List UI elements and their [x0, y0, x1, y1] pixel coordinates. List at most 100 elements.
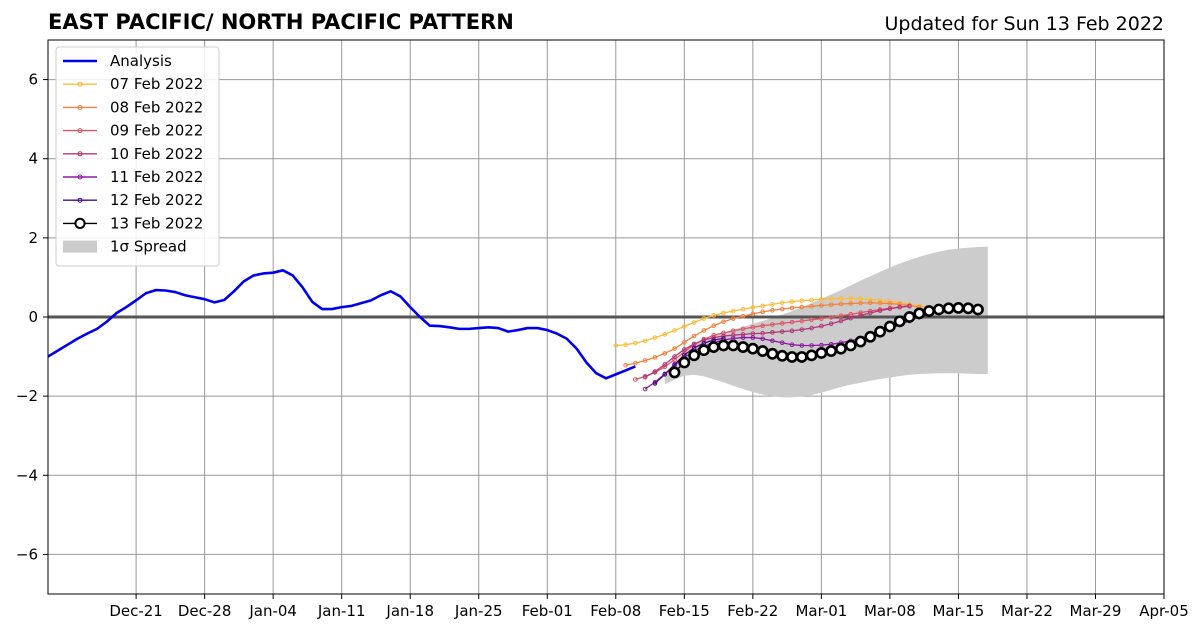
x-tick-label: Jan-25 [454, 602, 503, 620]
forecast-point [652, 369, 658, 374]
forecast-point [907, 303, 912, 309]
forecast-13-point [668, 366, 681, 379]
forecast-point [750, 324, 756, 330]
legend-label: 11 Feb 2022 [110, 168, 203, 186]
forecast-point [760, 330, 765, 336]
forecast-point [819, 303, 824, 308]
x-tick-label: Mar-15 [932, 602, 984, 620]
forecast-13-point [825, 345, 838, 357]
x-tick-label: Mar-08 [864, 602, 916, 620]
forecast-point [652, 381, 658, 386]
forecast-13-point [737, 341, 749, 353]
forecast-point [760, 336, 765, 342]
forecast-13-point [805, 349, 818, 362]
forecast-point [838, 301, 844, 307]
forecast-point [877, 300, 883, 306]
legend: Analysis 07 Feb 2022 08 Feb 2022 09 Feb 202… [55, 46, 220, 267]
forecast-point [848, 315, 854, 321]
forecast-point [838, 296, 844, 301]
spread-area [664, 246, 988, 398]
forecast-13-point [864, 330, 877, 343]
forecast-point [721, 310, 726, 316]
forecast-13-point [932, 303, 945, 316]
x-tick-label: Mar-01 [795, 602, 847, 620]
x-tick-label: Feb-22 [727, 602, 778, 620]
forecast-point [838, 313, 844, 319]
forecast-point [740, 326, 746, 332]
legend-swatch-spread [63, 240, 97, 253]
legend-label: 07 Feb 2022 [110, 75, 203, 93]
forecast-13-point [972, 303, 984, 316]
forecast-point [848, 301, 854, 306]
x-tick-label: Jan-11 [317, 602, 366, 620]
forecast-13-point [688, 349, 701, 362]
forecast-13-point [776, 349, 789, 362]
legend-label: 09 Feb 2022 [110, 122, 203, 140]
x-tick-label: Feb-08 [590, 602, 641, 620]
forecast-point [809, 297, 814, 303]
forecast-13-point [678, 356, 691, 369]
forecast-point [740, 306, 746, 312]
forecast-point [809, 343, 814, 348]
forecast-point [623, 362, 628, 368]
forecast-13-point [766, 347, 779, 360]
forecast-point [642, 386, 648, 392]
forecast-point [682, 347, 687, 352]
y-tick-label: 0 [28, 308, 38, 326]
forecast-point [711, 313, 716, 318]
x-tick-label: Jan-04 [248, 602, 297, 620]
forecast-point [799, 304, 805, 310]
forecast-point [633, 360, 638, 366]
forecast-13-point [854, 335, 867, 348]
forecast-line [625, 302, 920, 366]
forecast-point [887, 301, 893, 306]
forecast-point [652, 355, 658, 360]
forecast-13-point [923, 305, 935, 317]
x-tick-label: Mar-22 [1001, 602, 1053, 620]
x-tick-label: Mar-29 [1070, 602, 1122, 620]
forecast-point [652, 335, 658, 340]
legend-label: 1σ Spread [110, 238, 187, 256]
legend-box [55, 46, 220, 267]
forecast-point [642, 358, 648, 363]
forecast-point [779, 300, 785, 306]
y-tick-label: −2 [16, 387, 38, 405]
forecast-point [779, 340, 785, 346]
forecast-point [770, 307, 775, 313]
forecast-point [760, 309, 765, 315]
forecast-point [770, 322, 775, 327]
forecast-line [615, 297, 930, 347]
forecast-point [809, 304, 814, 309]
forecast-point [750, 335, 756, 340]
legend-swatch-marker [77, 174, 83, 180]
forecast-13-point [697, 344, 710, 357]
forecast-point [770, 330, 775, 335]
forecast-13-point [942, 302, 955, 315]
forecast-point [740, 313, 746, 319]
forecast-point [760, 323, 765, 329]
forecast-point [789, 328, 795, 334]
legend-swatch-marker [77, 151, 83, 157]
legend-label: 12 Feb 2022 [110, 191, 203, 209]
forecast-13-point [835, 342, 847, 355]
forecast-point [838, 318, 844, 324]
spread-band [664, 246, 988, 398]
forecast-point [779, 321, 785, 326]
forecast-point [691, 320, 697, 325]
forecast-13-point [874, 325, 887, 338]
forecast-line [644, 305, 910, 378]
forecast-13-point [844, 339, 857, 352]
legend-label: 08 Feb 2022 [110, 98, 203, 116]
forecast-13-point [815, 347, 828, 359]
forecast-13-point [893, 315, 906, 328]
x-tick-label: Dec-21 [109, 602, 163, 620]
forecast-13-point [756, 345, 769, 357]
forecast-point [770, 302, 775, 307]
forecast-point [662, 362, 668, 367]
forecast-point [701, 316, 707, 321]
forecast-point [789, 342, 795, 348]
forecast-point [642, 374, 648, 380]
forecast-13-point [746, 342, 759, 355]
legend-swatch-marker [77, 128, 83, 134]
